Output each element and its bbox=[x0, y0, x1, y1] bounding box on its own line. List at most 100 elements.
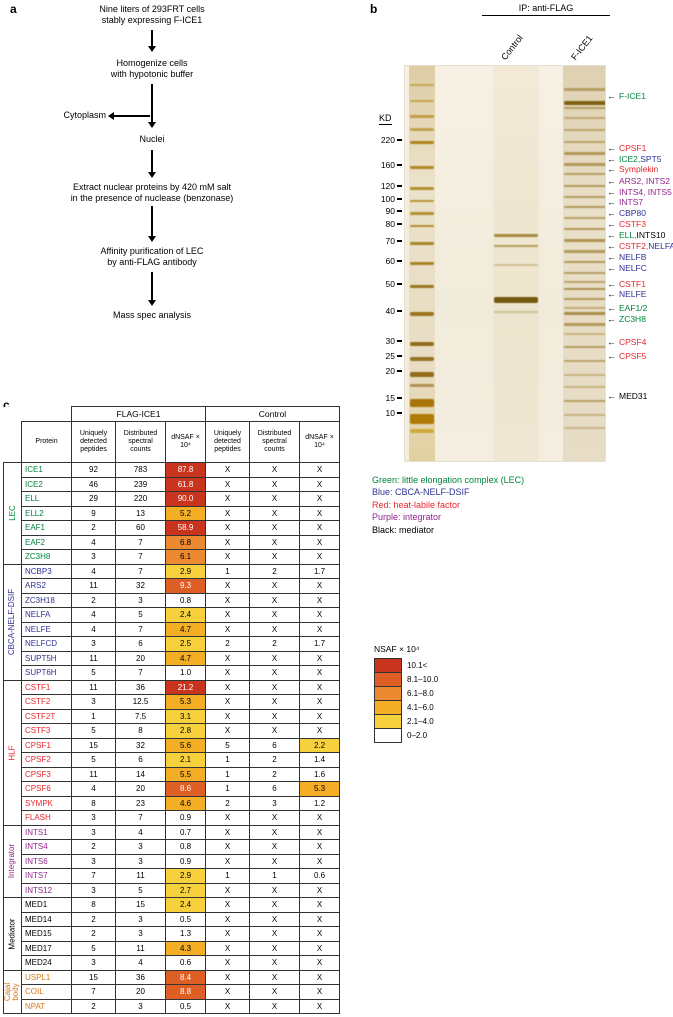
peptides-cell: 3 bbox=[71, 549, 116, 565]
peptides-cell: 1 bbox=[205, 781, 250, 797]
table-row-ints6: INTS6 3 3 0.9 X X X bbox=[4, 853, 340, 869]
kd-marker-value: 160 bbox=[380, 159, 395, 170]
dnsaf-cell: X bbox=[299, 592, 340, 608]
spectral-cell: 20 bbox=[115, 781, 166, 797]
gel-band bbox=[564, 87, 605, 91]
gel-band-label: ← Symplekin bbox=[607, 164, 658, 174]
gel-band-label: ← NELFC bbox=[607, 263, 647, 273]
dnsaf-cell: X bbox=[299, 810, 340, 826]
protein-name-cell: CPSF6 bbox=[21, 781, 72, 797]
spectral-cell: X bbox=[249, 984, 300, 1000]
gel-band bbox=[410, 186, 434, 190]
table-row-uspl1: Cajal body USPL1 15 36 8.4 X X X bbox=[3, 969, 340, 1014]
peptides-cell: X bbox=[205, 665, 250, 681]
protein-name-cell: ZC3H8 bbox=[21, 549, 72, 565]
group-label-cbca-nelf-dsif: CBCA-NELF-DSIF bbox=[3, 563, 22, 681]
kd-marker-100: 100 bbox=[373, 194, 402, 204]
gel-band bbox=[564, 173, 605, 176]
lane-label-control: Control bbox=[499, 32, 525, 62]
peptides-cell: X bbox=[205, 882, 250, 898]
left-arrow-icon: ← bbox=[607, 143, 616, 153]
spectral-cell: 8 bbox=[115, 723, 166, 739]
dnsaf-cell: 2.7 bbox=[165, 882, 206, 898]
left-arrow-icon: ← bbox=[607, 241, 616, 251]
kd-marker-value: 40 bbox=[385, 306, 395, 317]
flow-step-5-line-2: by anti-FLAG antibody bbox=[107, 257, 197, 267]
flow-arrow-left-cytoplasm bbox=[108, 112, 150, 119]
gel-band bbox=[410, 284, 434, 289]
table-row-med14: MED14 2 3 0.5 X X X bbox=[4, 911, 340, 927]
dnsaf-cell: 0.5 bbox=[165, 998, 206, 1014]
nsaf-bin: 10.1< bbox=[374, 658, 438, 673]
nsaf-bin-swatch bbox=[374, 658, 402, 673]
kd-marker-10: 10 bbox=[373, 408, 402, 418]
dnsaf-cell: 8.6 bbox=[165, 781, 206, 797]
gel-band-label: ← CBP80 bbox=[607, 208, 646, 218]
spectral-cell: X bbox=[249, 839, 300, 855]
band-label-text: EAF1/2 bbox=[619, 303, 648, 313]
protein-name-cell: COIL bbox=[21, 984, 72, 1000]
peptides-cell: 15 bbox=[71, 737, 116, 753]
table-row-supt5h: SUPT5H 11 20 4.7 X X X bbox=[4, 650, 340, 666]
spectral-cell: X bbox=[249, 491, 300, 507]
nsaf-bin-label: 10.1< bbox=[407, 661, 428, 670]
kd-tick bbox=[397, 340, 402, 342]
protein-name-cell: NELFCD bbox=[21, 636, 72, 652]
protein-name-cell: ARS2 bbox=[21, 578, 72, 594]
kd-marker-value: 70 bbox=[385, 236, 395, 247]
kd-marker-value: 20 bbox=[385, 366, 395, 377]
dnsaf-cell: 1.6 bbox=[299, 766, 340, 782]
gel-band bbox=[410, 342, 434, 347]
flow-step-1-line-2: stably expressing F-ICE1 bbox=[101, 15, 203, 25]
spectral-cell: 7 bbox=[115, 621, 166, 637]
dnsaf-cell: X bbox=[299, 520, 340, 536]
dnsaf-cell: X bbox=[299, 607, 340, 623]
gel-lane-marker bbox=[409, 66, 435, 461]
kd-marker-value: 80 bbox=[385, 218, 395, 229]
spectral-cell: X bbox=[249, 621, 300, 637]
peptides-cell: X bbox=[205, 998, 250, 1014]
dnsaf-cell: 0.7 bbox=[165, 824, 206, 840]
spectral-cell: 6 bbox=[249, 781, 300, 797]
peptides-cell: X bbox=[205, 969, 250, 985]
peptides-cell: 2 bbox=[71, 998, 116, 1014]
left-arrow-icon: ← bbox=[607, 303, 616, 313]
flow-step-5: Affinity purification of LEC by anti-FLA… bbox=[27, 246, 277, 268]
left-arrow-icon: ← bbox=[607, 314, 616, 324]
gel-band bbox=[410, 199, 434, 203]
dnsaf-cell: 2.2 bbox=[299, 737, 340, 753]
dnsaf-cell: X bbox=[299, 621, 340, 637]
protein-column-header: Protein bbox=[21, 421, 72, 463]
peptides-cell: 3 bbox=[71, 882, 116, 898]
table-row-cstf2t: CSTF2T 1 7.5 3.1 X X X bbox=[4, 708, 340, 724]
gel-band bbox=[564, 117, 605, 120]
spectral-cell: 3 bbox=[115, 998, 166, 1014]
kd-marker-30: 30 bbox=[373, 336, 402, 346]
peptides-cell: 8 bbox=[71, 795, 116, 811]
group-label-cajal-body: Cajal body bbox=[3, 969, 22, 1014]
dnsaf-cell: 8.8 bbox=[165, 984, 206, 1000]
col-group-flag-ice1: FLAG-ICE1 bbox=[71, 406, 206, 422]
kd-marker-value: 10 bbox=[385, 407, 395, 418]
peptides-cell: 4 bbox=[71, 534, 116, 550]
peptides-cell: 5 bbox=[71, 940, 116, 956]
peptides-cell: 3 bbox=[71, 694, 116, 710]
peptides-cell: 1 bbox=[205, 766, 250, 782]
dnsaf-cell: 2.8 bbox=[165, 723, 206, 739]
table-row-cstf3: CSTF3 5 8 2.8 X X X bbox=[4, 723, 340, 739]
kd-label: KD bbox=[379, 113, 392, 125]
nsaf-bin-swatch bbox=[374, 728, 402, 743]
spectral-cell: X bbox=[249, 940, 300, 956]
color-legend-line: Purple: integrator bbox=[372, 512, 442, 523]
peptides-cell: 1 bbox=[71, 708, 116, 724]
band-label-text: CSTF1 bbox=[619, 279, 646, 289]
spectral-cell: X bbox=[249, 578, 300, 594]
col-group-control: Control bbox=[205, 406, 340, 422]
kd-marker-value: 90 bbox=[385, 206, 395, 217]
table-row-cstf2: CSTF2 3 12.5 5.3 X X X bbox=[4, 694, 340, 710]
protein-name-cell: CSTF2T bbox=[21, 708, 72, 724]
gel-band bbox=[410, 261, 434, 265]
table-row-cpsf6: CPSF6 4 20 8.6 1 6 5.3 bbox=[4, 781, 340, 797]
flag-dnsaf-header: dNSAF × 10⁴ bbox=[165, 421, 206, 463]
gel-band bbox=[410, 141, 434, 145]
